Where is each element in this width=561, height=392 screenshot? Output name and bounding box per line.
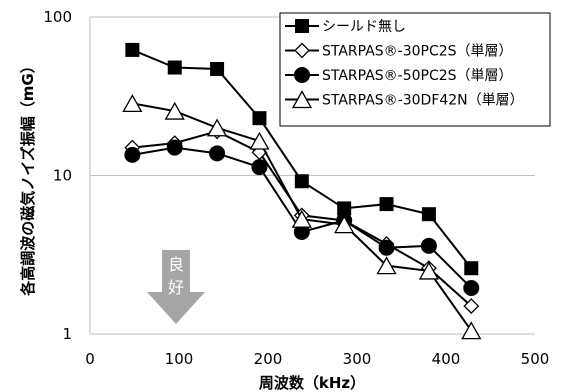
legend-marker xyxy=(294,67,310,83)
series-1 xyxy=(125,42,479,276)
annotation-label-bottom: 好 xyxy=(168,278,184,297)
data-point xyxy=(376,256,397,275)
data-point xyxy=(124,146,141,163)
data-point xyxy=(291,209,312,228)
y-tick-label: 10 xyxy=(53,167,72,185)
legend-marker xyxy=(295,19,309,33)
data-point xyxy=(206,118,228,137)
data-point xyxy=(461,321,482,340)
x-tick-label: 300 xyxy=(343,350,372,368)
legend-item: STARPAS®-50PC2S（単層） xyxy=(285,67,513,84)
data-point xyxy=(252,111,267,126)
data-point xyxy=(122,94,143,113)
data-point xyxy=(249,131,270,150)
good-direction-arrow: 良 好 xyxy=(147,250,205,324)
data-point xyxy=(334,215,355,234)
tick-labels: 0 100 200 300 400 500 1 10 100 xyxy=(43,8,549,368)
data-point xyxy=(293,224,310,241)
data-point xyxy=(166,139,183,156)
series-3 xyxy=(124,139,480,297)
x-tick-label: 200 xyxy=(254,350,283,368)
data-point xyxy=(420,237,437,254)
legend-item: STARPAS®-30PC2S（単層） xyxy=(285,42,513,60)
data-point xyxy=(125,42,140,57)
data-point xyxy=(378,239,395,256)
data-point xyxy=(164,101,185,120)
data-point xyxy=(209,145,226,162)
legend: シールド無し STARPAS®-30PC2S（単層） STARPAS®-50PC2S… xyxy=(279,12,551,127)
data-point xyxy=(379,197,394,212)
data-series xyxy=(122,42,482,340)
legend-item: シールド無し xyxy=(285,19,406,35)
x-tick-label: 400 xyxy=(432,350,461,368)
series-4 xyxy=(122,94,482,340)
x-tick-label: 500 xyxy=(521,350,550,368)
data-point xyxy=(421,207,436,222)
data-point xyxy=(167,60,182,75)
legend-item: STARPAS®-30DF42N（単層） xyxy=(285,90,524,109)
y-tick-label: 100 xyxy=(43,8,72,26)
y-tick-label: 1 xyxy=(62,325,72,343)
data-point xyxy=(464,261,479,276)
legend-label: STARPAS®-50PC2S（単層） xyxy=(322,68,513,84)
data-point xyxy=(418,261,440,280)
legend-box xyxy=(279,12,551,127)
down-arrow-icon xyxy=(147,250,205,324)
legend-label: シールド無し xyxy=(322,19,406,35)
legend-label: STARPAS®-30PC2S（単層） xyxy=(322,44,513,60)
data-point xyxy=(294,174,309,189)
data-point xyxy=(251,159,268,176)
annotation-label-top: 良 xyxy=(168,255,184,274)
x-axis-title: 周波数（kHz） xyxy=(259,374,365,392)
legend-marker xyxy=(291,90,313,109)
legend-label: STARPAS®-30DF42N（単層） xyxy=(322,93,524,109)
axes xyxy=(89,17,535,335)
data-point xyxy=(463,280,480,297)
x-tick-label: 100 xyxy=(165,350,194,368)
x-tick-label: 0 xyxy=(85,350,95,368)
data-point xyxy=(337,201,352,216)
data-point xyxy=(463,298,480,315)
data-point xyxy=(210,61,225,76)
legend-marker xyxy=(294,42,310,59)
y-axis-title: 各高調波の磁気ノイズ振幅（mG） xyxy=(19,58,37,297)
